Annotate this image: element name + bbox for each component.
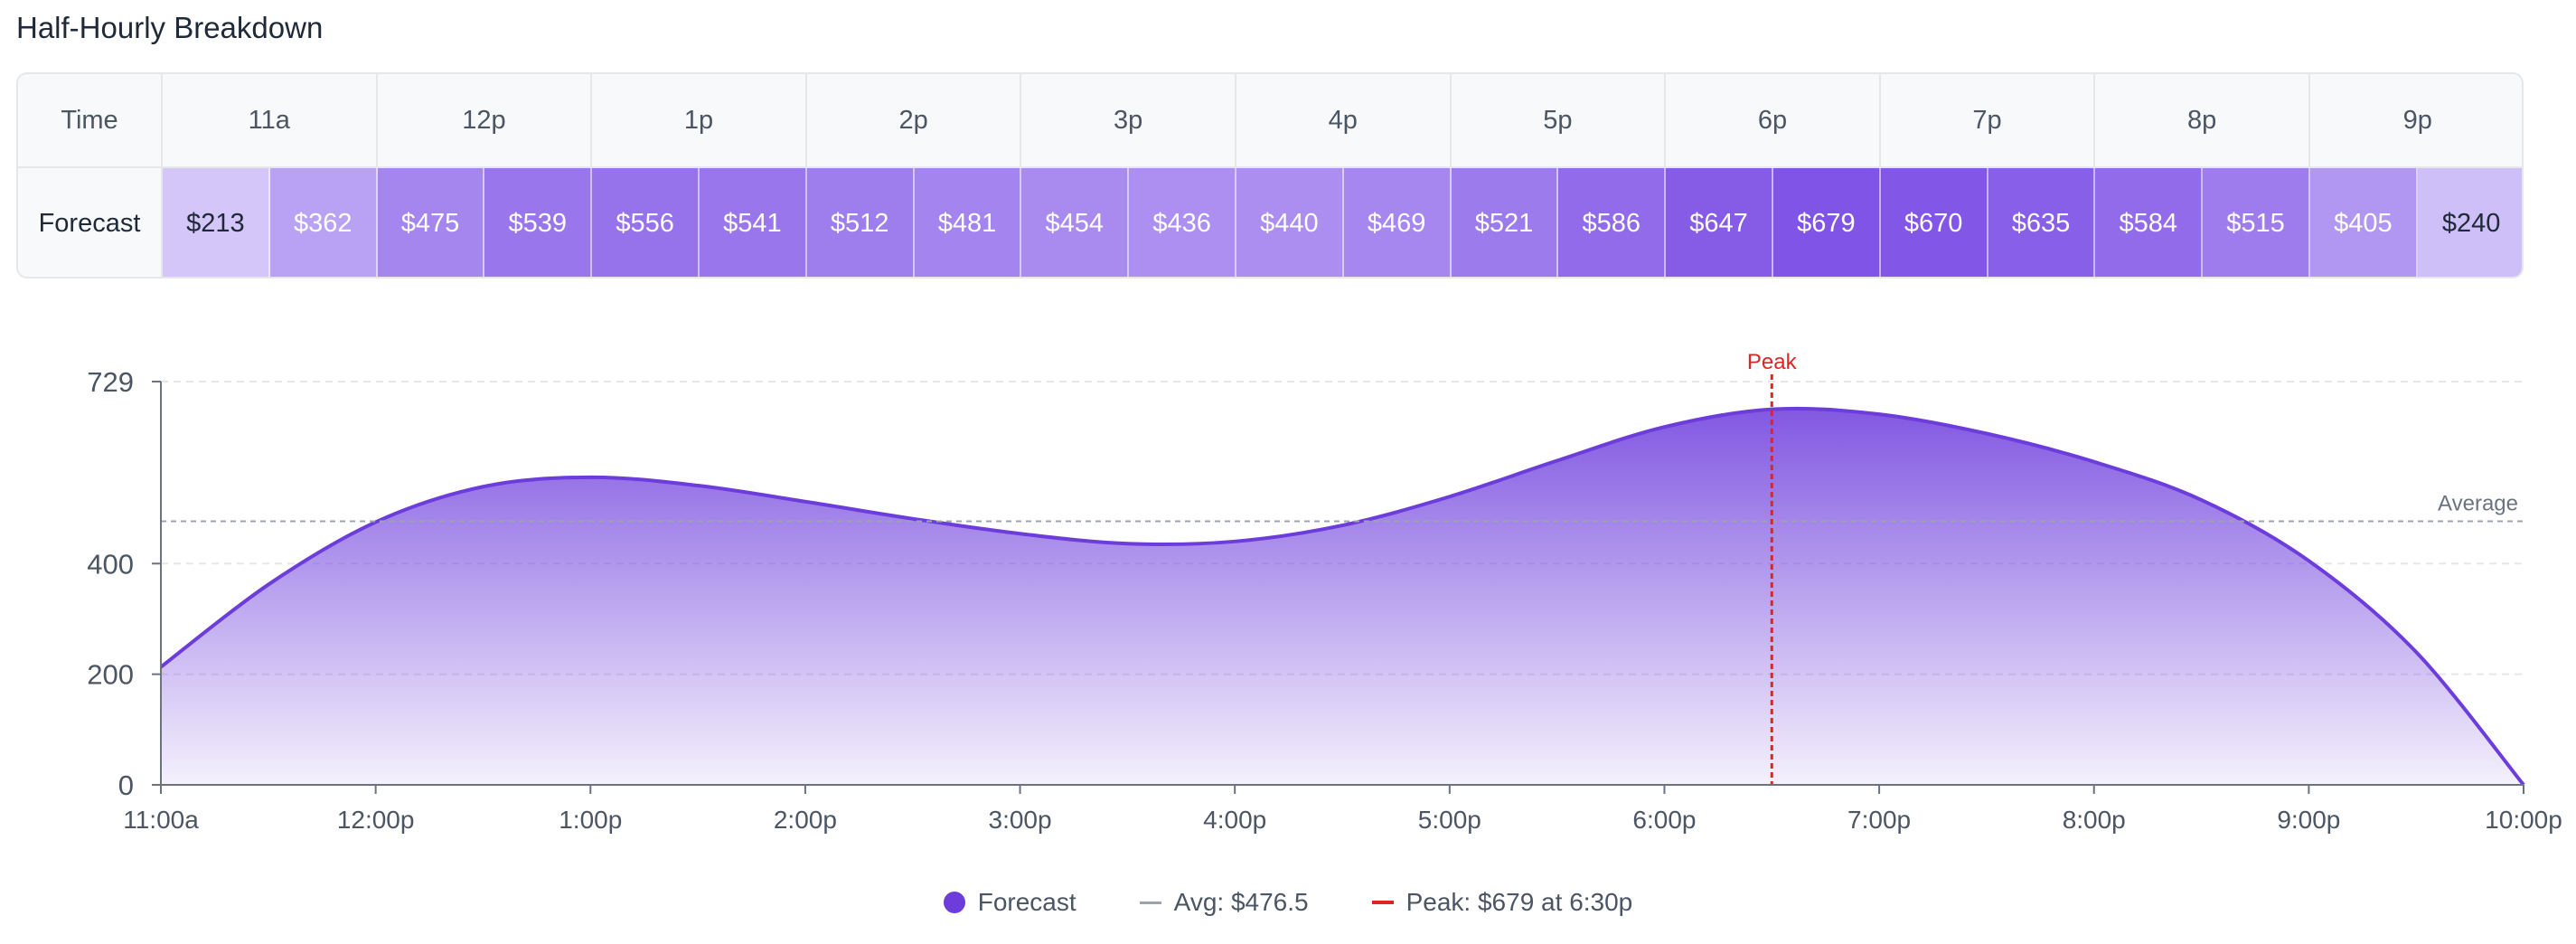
time-header: Time (18, 74, 163, 166)
forecast-cell[interactable]: $481 (914, 168, 1022, 277)
x-tick-label: 2:00p (774, 806, 837, 834)
forecast-cell[interactable]: $405 (2309, 168, 2418, 277)
table-header-row: Time 11a 12p 1p 2p 3p 4p 5p 6p 7p 8p 9p (18, 74, 2522, 168)
x-tick-label: 5:00p (1418, 806, 1481, 834)
forecast-area-chart: 0 200 400 729 Average Peak 11:00a 12:00p 1:00p 2:… (87, 350, 2562, 834)
x-tick-label: 10:00p (2485, 806, 2562, 834)
legend-item-forecast[interactable]: Forecast (943, 888, 1076, 917)
peak-legend-swatch (1371, 901, 1394, 904)
forecast-cell[interactable]: $362 (269, 168, 378, 277)
forecast-cell[interactable]: $679 (1772, 168, 1881, 277)
x-tick-label: 7:00p (1847, 806, 1911, 834)
forecast-row-label: Forecast (18, 168, 163, 277)
forecast-cell[interactable]: $454 (1021, 168, 1130, 277)
hour-header-cell: 7p (1881, 74, 2096, 166)
legend-label-average: Avg: $476.5 (1173, 888, 1309, 916)
peak-label: Peak (1747, 350, 1798, 374)
y-tick-label: 200 (87, 659, 134, 691)
y-tick-label: 729 (87, 366, 134, 398)
x-tick-label: 8:00p (2063, 806, 2126, 834)
forecast-legend-swatch (943, 892, 965, 913)
forecast-cell[interactable]: $541 (699, 168, 807, 277)
hour-header-cell: 5p (1452, 74, 1667, 166)
hour-header-cell: 6p (1666, 74, 1881, 166)
x-tick-label: 11:00a (123, 806, 199, 834)
hour-header-cell: 11a (163, 74, 378, 166)
x-tick-label: 4:00p (1203, 806, 1266, 834)
y-tick-label: 400 (87, 548, 134, 580)
forecast-cell[interactable]: $670 (1880, 168, 1988, 277)
hour-header-cell: 4p (1236, 74, 1452, 166)
hour-header-cell: 12p (378, 74, 593, 166)
average-legend-swatch (1139, 901, 1161, 904)
forecast-cell[interactable]: $475 (377, 168, 485, 277)
page-title: Half-Hourly Breakdown (16, 11, 324, 44)
legend-item-average[interactable]: Avg: $476.5 (1139, 888, 1309, 917)
y-tick-label: 0 (118, 769, 134, 801)
x-tick-label: 9:00p (2277, 806, 2340, 834)
forecast-cell[interactable]: $556 (592, 168, 700, 277)
legend-item-peak[interactable]: Peak: $679 at 6:30p (1371, 888, 1633, 917)
x-tick-label: 3:00p (989, 806, 1052, 834)
average-label: Average (2438, 491, 2518, 515)
x-tick-label: 6:00p (1632, 806, 1696, 834)
forecast-cell[interactable]: $521 (1451, 168, 1559, 277)
forecast-cell[interactable]: $515 (2203, 168, 2310, 277)
hour-header-cell: 9p (2402, 105, 2432, 135)
hour-header-cell: 1p (592, 74, 807, 166)
forecast-area (161, 408, 2524, 785)
forecast-cell[interactable]: $213 (163, 168, 270, 277)
forecast-row: Forecast $213 $362 $475 $539 $556 $541 $512 $48… (18, 168, 2522, 277)
x-tick-label: 1:00p (559, 806, 622, 834)
forecast-cell[interactable]: $647 (1666, 168, 1773, 277)
chart-legend: Forecast Avg: $476.5 Peak: $679 at 6:30p (0, 888, 2576, 917)
forecast-cell[interactable]: $440 (1236, 168, 1344, 277)
forecast-cell[interactable]: $586 (1558, 168, 1667, 277)
forecast-cell[interactable]: $635 (1988, 168, 2096, 277)
breakdown-table: Time 11a 12p 1p 2p 3p 4p 5p 6p 7p 8p 9p Forecast $… (16, 72, 2524, 278)
legend-label-forecast: Forecast (977, 888, 1076, 916)
forecast-cell[interactable]: $584 (2095, 168, 2204, 277)
hour-header-cell: 8p (2095, 74, 2310, 166)
hour-header-cell: 3p (1021, 74, 1236, 166)
hour-header-cell: 2p (807, 74, 1022, 166)
forecast-cell[interactable]: $512 (806, 168, 915, 277)
forecast-cell[interactable]: $469 (1343, 168, 1452, 277)
forecast-cell[interactable]: $240 (2417, 168, 2522, 277)
legend-label-peak: Peak: $679 at 6:30p (1406, 888, 1633, 916)
x-tick-label: 12:00p (337, 806, 415, 834)
forecast-cell[interactable]: $436 (1129, 168, 1236, 277)
forecast-cell[interactable]: $539 (484, 168, 593, 277)
